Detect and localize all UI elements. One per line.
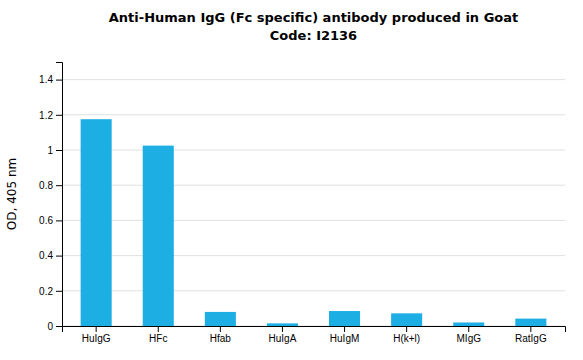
- x-tick-mark: [220, 326, 221, 332]
- y-tick-mark: [56, 115, 62, 116]
- y-tick: 0: [47, 321, 62, 332]
- chart-container: 00.20.40.60.811.21.4HuIgGHFcHfabHuIgAHuI…: [0, 0, 583, 360]
- x-tick-label: HuIgM: [330, 333, 359, 344]
- chart-svg: 00.20.40.60.811.21.4HuIgGHFcHfabHuIgAHuI…: [0, 0, 583, 360]
- y-tick-mark: [56, 185, 62, 186]
- y-tick: 1.2: [39, 110, 62, 121]
- y-tick-label: 0.4: [39, 250, 53, 261]
- bar: [267, 323, 298, 326]
- y-axis-title: OD, 405 nm: [5, 158, 19, 230]
- y-axis-line: [56, 63, 63, 327]
- x-tick-mark: [530, 326, 531, 332]
- y-tick: 0.2: [39, 286, 62, 297]
- plot-area: 00.20.40.60.811.21.4HuIgGHFcHfabHuIgAHuI…: [39, 63, 565, 345]
- x-tick: HFc: [149, 326, 167, 344]
- x-tick-mark: [468, 326, 469, 332]
- y-tick-label: 0.2: [39, 286, 53, 297]
- x-tick-label: Hfab: [210, 333, 232, 344]
- y-axis: 0 0.2 0.4 0.6 0.8 1 1.2 1.4: [39, 63, 62, 332]
- y-tick: 0.8: [39, 180, 62, 191]
- x-tick: HuIgA: [269, 326, 297, 344]
- grid: [62, 80, 565, 326]
- x-tick-mark: [96, 326, 97, 332]
- x-tick: HuIgM: [330, 326, 359, 344]
- y-tick-mark: [56, 291, 62, 292]
- y-tick-mark: [56, 150, 62, 151]
- x-tick: H(k+l): [393, 326, 420, 344]
- x-tick-label: HuIgG: [82, 333, 111, 344]
- y-tick-mark: [56, 256, 62, 257]
- y-tick-label: 1.2: [39, 110, 53, 121]
- bar: [515, 319, 546, 326]
- y-tick: 0.6: [39, 215, 62, 226]
- y-tick: 0.4: [39, 250, 62, 261]
- bar: [391, 313, 422, 326]
- y-tick-label: 1: [47, 145, 53, 156]
- grid-line: [62, 114, 565, 115]
- x-tick: MIgG: [457, 326, 482, 344]
- grid-line: [62, 185, 565, 186]
- title: Anti-Human IgG (Fc specific) antibody pr…: [109, 10, 518, 25]
- x-tick-mark: [158, 326, 159, 332]
- subtitle: Code: I2136: [270, 28, 357, 43]
- y-tick-mark: [56, 326, 62, 327]
- bar: [453, 322, 484, 326]
- bar: [205, 312, 236, 326]
- grid-line: [62, 290, 565, 291]
- y-tick-label: 0.6: [39, 215, 53, 226]
- bar: [81, 119, 112, 326]
- x-tick: HuIgG: [82, 326, 111, 344]
- y-tick-label: 0: [47, 321, 53, 332]
- x-tick-label: HFc: [149, 333, 167, 344]
- x-tick-label: HuIgA: [269, 333, 297, 344]
- bars: [81, 119, 547, 326]
- y-tick-mark: [56, 220, 62, 221]
- x-tick-label: MIgG: [457, 333, 482, 344]
- y-tick: 1: [47, 145, 62, 156]
- x-tick-mark: [344, 326, 345, 332]
- grid-line: [62, 255, 565, 256]
- grid-line: [62, 220, 565, 221]
- x-tick: RatIgG: [515, 326, 547, 344]
- x-tick-mark: [406, 326, 407, 332]
- y-tick-label: 1.4: [39, 74, 53, 85]
- x-axis: HuIgG HFc Hfab HuIgA HuIgM H(k+l) MIgG RatIgG: [63, 326, 566, 344]
- y-tick-mark: [56, 80, 62, 81]
- x-tick: Hfab: [210, 326, 232, 344]
- y-tick: 1.4: [39, 74, 62, 85]
- bar: [329, 311, 360, 326]
- bar: [143, 146, 174, 326]
- x-tick-mark: [282, 326, 283, 332]
- x-tick-label: H(k+l): [393, 333, 420, 344]
- y-tick-label: 0.8: [39, 180, 53, 191]
- grid-line: [62, 79, 565, 80]
- grid-line: [62, 150, 565, 151]
- x-axis-line: [63, 327, 566, 333]
- x-tick-label: RatIgG: [515, 333, 547, 344]
